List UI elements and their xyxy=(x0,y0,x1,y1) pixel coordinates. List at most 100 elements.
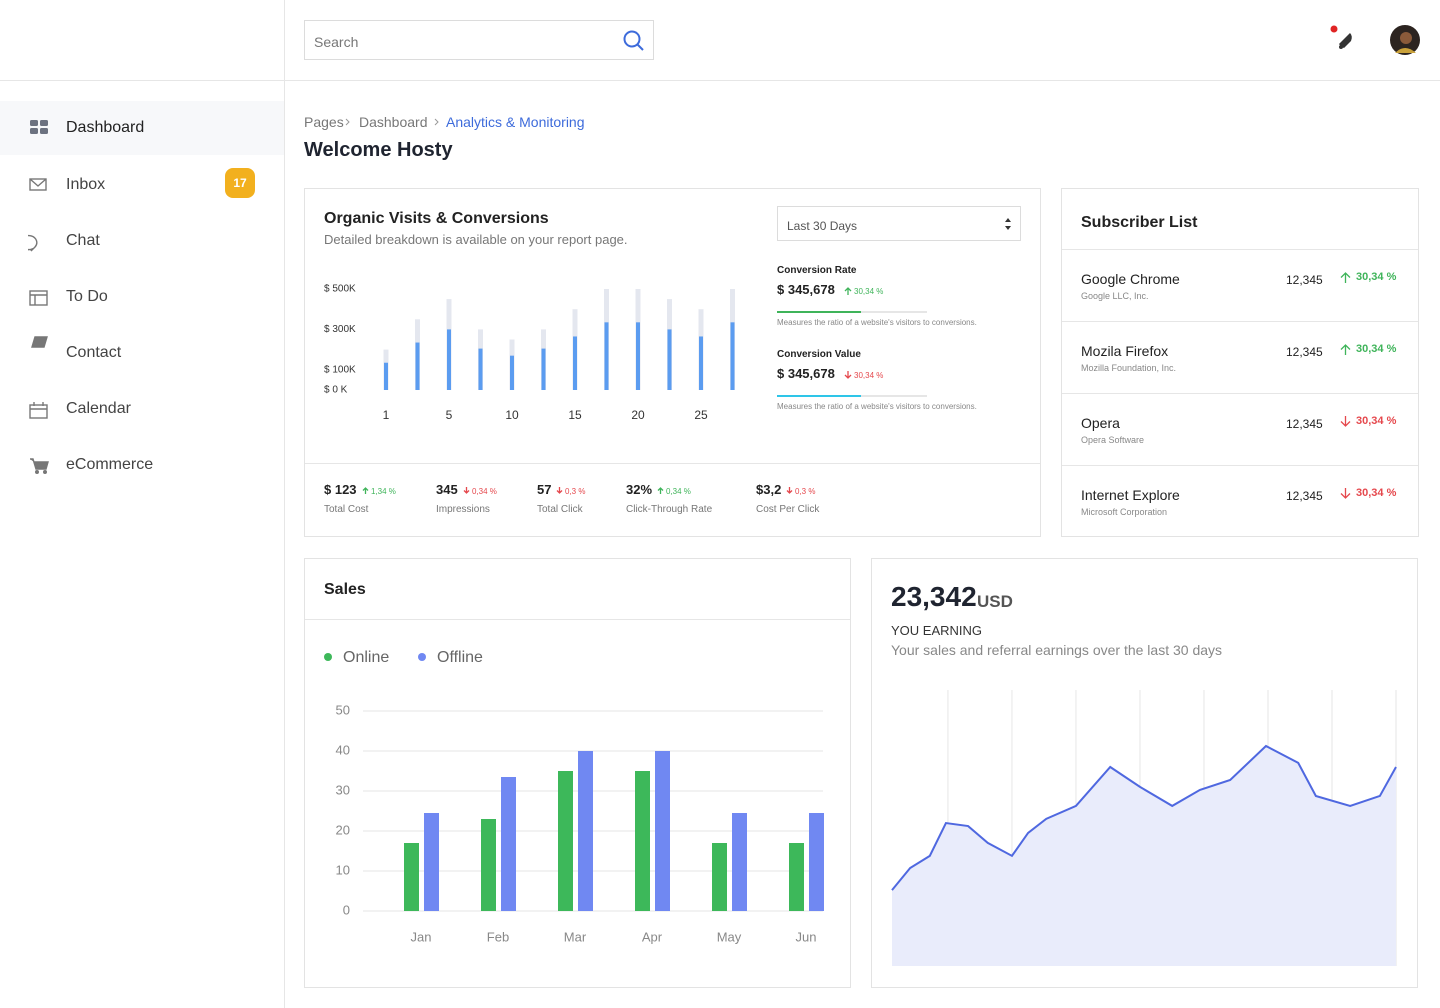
sales-chart: Online Offline 0 10 20 30 40 50 Jan Feb Mar Apr May J… xyxy=(324,649,824,944)
nav-item[interactable]: eCommerce xyxy=(66,456,154,473)
bar xyxy=(732,813,747,911)
nav-item[interactable]: Inbox xyxy=(66,176,106,193)
range-select[interactable] xyxy=(777,206,1021,241)
y-tick-label: 20 xyxy=(336,822,350,837)
breadcrumb-item[interactable]: Pages xyxy=(304,114,344,130)
organic-chart: $ 500K$ 300K$ 100K$ 0 K1 5 10 15 20 25 xyxy=(324,284,735,422)
subscriber-company: Mozilla Foundation, Inc. xyxy=(1081,363,1177,373)
bar xyxy=(635,771,650,911)
y-tick-label: 10 xyxy=(336,862,350,877)
y-tick-label: $ 0 K xyxy=(324,385,348,396)
y-tick-label: 30 xyxy=(336,782,350,797)
y-tick-label: $ 300K xyxy=(324,324,356,335)
legend-label: Offline xyxy=(437,649,483,666)
search-box[interactable] xyxy=(304,20,654,60)
bar xyxy=(573,336,577,390)
y-tick-label: $ 100K xyxy=(324,364,356,375)
trend-arrow xyxy=(844,371,852,379)
line xyxy=(891,744,1397,891)
subscriber-count: 12,345 xyxy=(1286,273,1323,287)
subscriber-change: 30,34 % xyxy=(1356,343,1397,355)
earning-label: YOU EARNING xyxy=(891,623,983,638)
stat-value: $ 123 xyxy=(324,482,357,497)
avatar[interactable] xyxy=(1390,25,1420,55)
x-tick-label: 10 xyxy=(505,408,519,422)
subscriber-company: Google LLC, Inc. xyxy=(1081,291,1149,301)
subscriber-name: Google Chrome xyxy=(1081,271,1180,287)
stat-change: 0,34 % xyxy=(666,487,691,496)
stat-value: $3,2 xyxy=(756,482,782,497)
x-tick-label: 5 xyxy=(446,408,453,422)
bar xyxy=(384,362,388,390)
x-tick-label: May xyxy=(717,929,742,944)
subscriber-change: 30,34 % xyxy=(1356,487,1397,499)
bar xyxy=(404,843,419,911)
legend-label: Online xyxy=(343,649,389,666)
divider xyxy=(1062,249,1418,250)
breadcrumb-sep xyxy=(345,118,350,126)
y-tick-label: 0 xyxy=(343,902,350,917)
stat-label: Total Click xyxy=(537,504,583,515)
earning-subtitle: Your sales and referral earnings over th… xyxy=(891,642,1223,658)
range-value[interactable]: Last 30 Days xyxy=(787,219,858,233)
subscriber-company: Microsoft Corporation xyxy=(1081,507,1168,517)
trend-arrow xyxy=(1340,272,1351,283)
subscriber-card xyxy=(1061,188,1419,537)
trend-arrow xyxy=(844,287,852,295)
header-bar xyxy=(0,80,1440,81)
stat-change: 0,3 % xyxy=(795,487,816,496)
nav-item[interactable]: Chat xyxy=(66,232,100,249)
stat-value: 32% xyxy=(626,482,653,497)
divider xyxy=(1062,321,1418,322)
stat-label: Impressions xyxy=(436,504,490,515)
trend-arrow xyxy=(1340,488,1351,499)
search-placeholder[interactable]: Search xyxy=(314,34,359,50)
sidebar xyxy=(0,0,285,1008)
badge-count: 17 xyxy=(233,176,247,190)
x-tick-label: 20 xyxy=(631,408,645,422)
breadcrumb-item[interactable]: Analytics & Monitoring xyxy=(446,114,585,130)
y-tick-label: $ 500K xyxy=(324,284,356,295)
active-item-bg xyxy=(0,101,284,155)
bar xyxy=(501,777,516,911)
subscriber-count: 12,345 xyxy=(1286,345,1323,359)
earning-amount: 23,342 xyxy=(891,581,977,612)
metric-label: Conversion Rate xyxy=(777,265,857,276)
bar xyxy=(415,342,420,390)
divider xyxy=(305,463,1040,464)
sidebar-icons xyxy=(28,120,49,475)
metric-change: 30,34 % xyxy=(854,371,884,380)
metric-value: $ 345,678 xyxy=(777,366,835,381)
nav-item[interactable]: Contact xyxy=(66,344,122,361)
card-title: Organic Visits & Conversions xyxy=(324,210,549,227)
x-tick-label: 25 xyxy=(694,408,708,422)
bar xyxy=(699,336,703,390)
bar xyxy=(604,322,609,390)
x-tick-label: Jun xyxy=(796,929,817,944)
nav-item[interactable]: To Do xyxy=(66,288,108,305)
nav-item[interactable]: Calendar xyxy=(66,400,131,417)
stat-value: 57 xyxy=(537,482,552,497)
legend-marker xyxy=(418,653,426,661)
metric-progress xyxy=(777,311,927,313)
search-icon[interactable] xyxy=(622,29,646,53)
breadcrumb-sep xyxy=(434,118,439,126)
breadcrumb-item[interactable]: Dashboard xyxy=(359,114,428,130)
stat-label: Total Cost xyxy=(324,504,369,515)
stat-value: 345 xyxy=(436,482,458,497)
trend-arrow xyxy=(1340,416,1351,427)
metric-note: Measures the ratio of a website's visito… xyxy=(777,318,977,327)
metric-progress-fill xyxy=(777,395,861,397)
notification-bell[interactable] xyxy=(1326,22,1356,52)
trend-arrow xyxy=(556,487,563,494)
divider xyxy=(1062,465,1418,466)
nav-item[interactable]: Dashboard xyxy=(66,119,145,136)
page-title: Welcome Hosty xyxy=(304,139,453,161)
trend-arrow xyxy=(1340,344,1351,355)
earning-chart xyxy=(891,690,1397,966)
stat-label: Cost Per Click xyxy=(756,504,820,515)
bar xyxy=(481,819,496,911)
subscriber-name: Mozila Firefox xyxy=(1081,343,1169,359)
area xyxy=(892,746,1396,966)
